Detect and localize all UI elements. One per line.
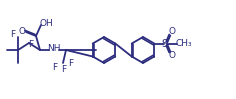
Text: O: O [18, 27, 25, 36]
Text: F: F [28, 40, 34, 49]
Text: NH: NH [47, 43, 61, 52]
Text: CH₃: CH₃ [176, 39, 193, 48]
Text: O: O [169, 27, 176, 36]
Text: F: F [68, 59, 74, 69]
Text: O: O [169, 51, 176, 60]
Text: OH: OH [39, 19, 53, 28]
Text: S: S [161, 39, 168, 49]
Text: F: F [10, 30, 16, 39]
Text: F: F [52, 63, 58, 72]
Text: F: F [61, 65, 67, 73]
